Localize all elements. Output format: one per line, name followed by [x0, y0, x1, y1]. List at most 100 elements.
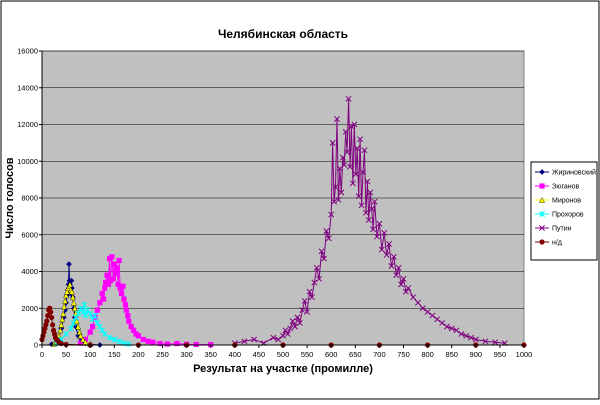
data-point: [57, 327, 64, 334]
data-point: [64, 288, 70, 295]
data-point: [116, 257, 122, 264]
data-point: [294, 314, 301, 321]
data-point: [157, 340, 163, 347]
data-point: [395, 264, 402, 271]
y-tick-label: 2000: [21, 304, 38, 313]
data-point: [323, 228, 330, 235]
data-point: [63, 331, 70, 337]
data-point: [351, 121, 358, 128]
data-point: [112, 270, 118, 276]
x-tick-label: 500: [277, 350, 290, 359]
data-point: [140, 336, 146, 343]
data-point: [106, 334, 113, 341]
data-point: [135, 333, 141, 339]
data-point: [81, 301, 88, 308]
data-point: [126, 318, 132, 324]
data-point: [174, 340, 180, 347]
series-5: [39, 305, 527, 348]
legend-label: Жириновский: [552, 169, 596, 177]
data-point: [352, 171, 359, 178]
data-point: [301, 297, 308, 304]
data-point: [348, 123, 355, 130]
data-point: [49, 314, 55, 321]
data-point: [67, 325, 74, 332]
data-point: [90, 324, 96, 330]
data-point: [424, 308, 431, 315]
data-point: [111, 261, 117, 267]
data-point: [101, 331, 108, 337]
data-point: [335, 196, 342, 203]
data-point: [104, 272, 110, 278]
legend-marker: [539, 211, 545, 217]
x-tick-label: 400: [229, 350, 242, 359]
data-point: [482, 338, 489, 345]
data-point: [345, 95, 352, 102]
x-tick-label: 800: [421, 350, 434, 359]
data-point: [338, 189, 345, 196]
data-point: [341, 161, 348, 168]
data-point: [390, 253, 397, 260]
x-tick-label: 50: [62, 350, 70, 359]
data-point: [492, 339, 499, 346]
x-tick-label: 1000: [516, 350, 533, 359]
data-point: [358, 202, 365, 209]
data-point: [311, 279, 318, 286]
data-point: [270, 334, 277, 341]
data-point: [415, 299, 421, 306]
data-point: [376, 220, 383, 227]
legend-label: н/д: [552, 240, 562, 247]
data-point: [130, 327, 137, 333]
y-tick-label: 8000: [21, 194, 38, 203]
y-tick-label: 12000: [17, 120, 38, 129]
data-point: [63, 341, 69, 348]
legend: Жириновский Зюганов Миронов Прохоров Путин н/…: [530, 161, 598, 261]
x-tick-label: 650: [349, 350, 362, 359]
x-tick-label: 450: [253, 350, 266, 359]
x-tick-label: 300: [180, 350, 193, 359]
data-point: [287, 325, 294, 332]
data-point: [77, 332, 84, 339]
data-point: [299, 307, 306, 314]
data-point: [370, 226, 377, 233]
data-point: [284, 331, 291, 337]
data-point: [331, 198, 338, 205]
data-point: [275, 336, 282, 343]
data-point: [87, 310, 94, 317]
x-tick-label: 200: [132, 350, 145, 359]
data-point: [92, 312, 98, 319]
data-point: [386, 240, 392, 247]
data-point: [123, 307, 129, 313]
data-point: [94, 307, 101, 313]
data-point: [463, 332, 470, 339]
x-tick-label: 700: [373, 350, 386, 359]
x-tick-label: 600: [325, 350, 338, 359]
y-tick-label: 6000: [21, 230, 38, 239]
data-point: [316, 275, 323, 282]
data-point: [69, 294, 76, 301]
data-point: [402, 288, 409, 295]
data-point: [145, 338, 151, 344]
series-4: [231, 95, 508, 347]
y-tick-label: 10000: [17, 157, 38, 166]
data-point: [44, 318, 50, 324]
data-point: [398, 281, 405, 288]
data-point: [374, 233, 380, 240]
data-point: [67, 281, 73, 288]
data-point: [63, 292, 70, 299]
data-point: [468, 334, 474, 341]
data-point: [329, 139, 336, 146]
data-point: [304, 308, 311, 315]
data-point: [45, 313, 51, 319]
data-point: [354, 145, 361, 152]
data-point: [150, 339, 156, 345]
x-tick-label: 100: [84, 350, 97, 359]
data-point: [367, 189, 374, 196]
x-tick-label: 900: [470, 350, 483, 359]
data-point: [344, 149, 351, 156]
data-point: [59, 316, 66, 323]
data-point: [429, 312, 436, 319]
data-point: [87, 329, 93, 335]
data-point: [296, 319, 303, 326]
data-point: [381, 229, 388, 236]
data-point: [60, 310, 67, 317]
